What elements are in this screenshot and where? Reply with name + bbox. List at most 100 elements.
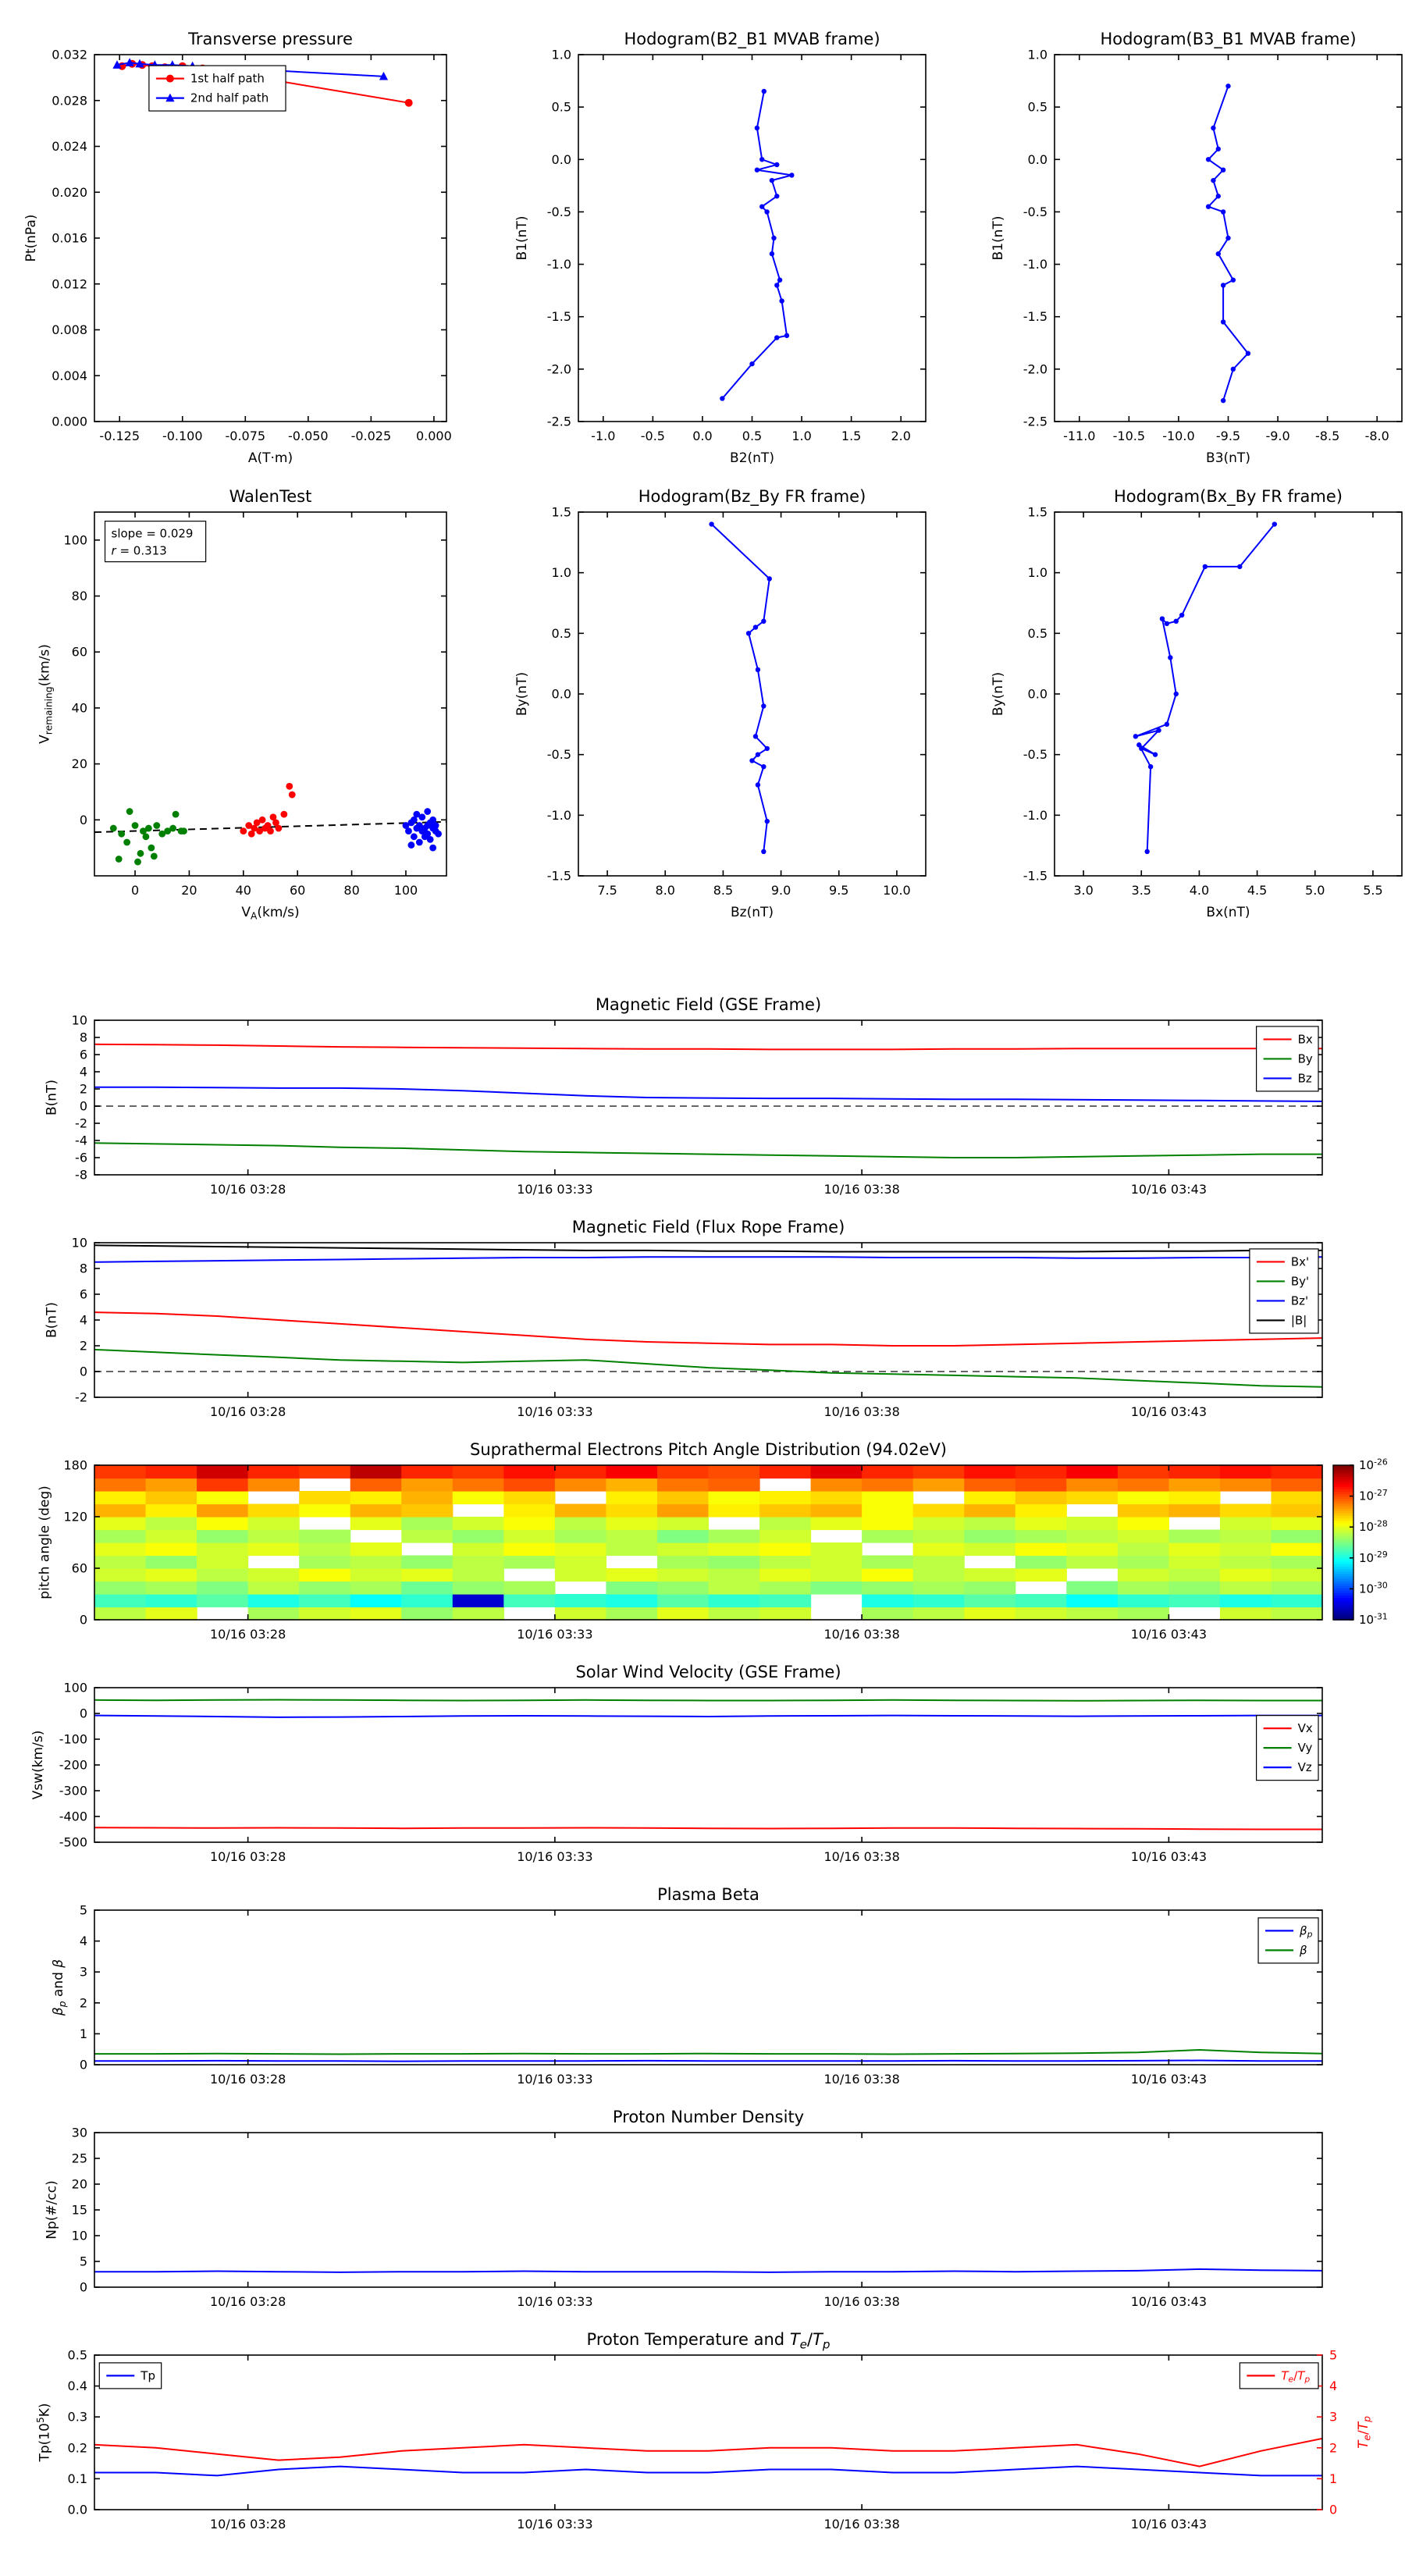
- svg-text:10-31: 10-31: [1359, 1611, 1388, 1627]
- hod_bxby-chart: 3.0 3.5 4.0 4.5 5.0 5.5 -1.5 -1.0 -0.5 0.0 0.5 1.0 1…: [991, 487, 1403, 920]
- svg-text:-10.5: -10.5: [1113, 429, 1145, 443]
- svg-text:6: 6: [80, 1048, 87, 1062]
- svg-text:0.000: 0.000: [416, 429, 452, 443]
- svg-text:10/16 03:43: 10/16 03:43: [1131, 1182, 1207, 1197]
- svg-text:10/16 03:38: 10/16 03:38: [823, 2517, 899, 2532]
- svg-text:10/16 03:28: 10/16 03:28: [210, 2294, 286, 2309]
- svg-text:10/16 03:43: 10/16 03:43: [1131, 1627, 1207, 1642]
- svg-text:Vremaining(km/s): Vremaining(km/s): [37, 644, 55, 744]
- svg-text:7.5: 7.5: [597, 883, 617, 898]
- svg-text:10-28: 10-28: [1359, 1519, 1388, 1535]
- svg-text:Te/Tp: Te/Tp: [1356, 2416, 1373, 2449]
- svg-text:-2.5: -2.5: [1023, 415, 1048, 429]
- svg-text:-1.5: -1.5: [1023, 869, 1048, 884]
- svg-text:0.000: 0.000: [52, 415, 87, 429]
- svg-text:-0.025: -0.025: [351, 429, 392, 443]
- svg-text:-200: -200: [59, 1758, 87, 1773]
- svg-text:15: 15: [72, 2203, 87, 2218]
- mag_gse-chart: 10/16 03:28 10/16 03:33 10/16 03:38 10/16 0…: [44, 995, 1323, 1197]
- svg-text:Hodogram(Bx_By FR frame): Hodogram(Bx_By FR frame): [1114, 487, 1343, 507]
- svg-text:0: 0: [80, 1364, 87, 1379]
- svg-text:0.4: 0.4: [68, 2379, 87, 2393]
- svg-text:0.5: 0.5: [552, 626, 571, 641]
- svg-text:10.0: 10.0: [883, 883, 911, 898]
- svg-text:0: 0: [80, 1099, 87, 1114]
- svg-text:10/16 03:33: 10/16 03:33: [517, 1404, 592, 1419]
- svg-text:-1.0: -1.0: [1023, 257, 1048, 272]
- svg-text:-0.075: -0.075: [225, 429, 265, 443]
- svg-text:|B|: |B|: [1291, 1313, 1307, 1327]
- svg-text:By(nT): By(nT): [514, 672, 530, 716]
- svg-text:1st half path: 1st half path: [190, 72, 265, 86]
- panel-proton-temperature: 10/16 03:28 10/16 03:33 10/16 03:38 10/16 0…: [35, 2330, 1373, 2532]
- svg-text:Suprathermal Electrons Pitch A: Suprathermal Electrons Pitch Angle Distr…: [470, 1440, 947, 1459]
- svg-text:10/16 03:28: 10/16 03:28: [210, 2072, 286, 2087]
- walen-chart: 0 20 40 60 80 100 0 20 40 60 80 100 VA(km/s) Vremaini…: [37, 487, 447, 922]
- svg-text:10/16 03:43: 10/16 03:43: [1131, 1849, 1207, 1864]
- svg-text:Bx: Bx: [1298, 1032, 1313, 1046]
- svg-text:120: 120: [63, 1510, 87, 1525]
- panel-pitch-angle-distribution: 10/16 03:28 10/16 03:33 10/16 03:38 10/16 0…: [37, 1440, 1388, 1642]
- svg-text:Tp(105K): Tp(105K): [35, 2403, 52, 2462]
- svg-text:0.5: 0.5: [1028, 626, 1048, 641]
- svg-text:0.024: 0.024: [52, 139, 87, 154]
- svg-text:A(T·m): A(T·m): [248, 450, 293, 466]
- svg-text:-1.5: -1.5: [547, 309, 571, 324]
- svg-text:-0.125: -0.125: [99, 429, 140, 443]
- svg-text:100: 100: [394, 883, 418, 898]
- svg-text:10/16 03:33: 10/16 03:33: [517, 1182, 592, 1197]
- svg-text:5.5: 5.5: [1363, 883, 1382, 898]
- hod_bzby-chart: 7.5 8.0 8.5 9.0 9.5 10.0 -1.5 -1.0 -0.5 0.0 0.5 1.0…: [514, 487, 927, 920]
- transverse-chart: -0.125 -0.100 -0.075 -0.050 -0.025 0.000 0.000…: [23, 30, 452, 466]
- svg-text:40: 40: [72, 700, 87, 715]
- svg-text:Hodogram(B2_B1 MVAB frame): Hodogram(B2_B1 MVAB frame): [624, 30, 880, 49]
- svg-text:-8: -8: [75, 1168, 87, 1183]
- svg-text:r = 0.313: r = 0.313: [112, 544, 167, 558]
- svg-text:4: 4: [1329, 2379, 1337, 2393]
- svg-text:5: 5: [80, 2254, 87, 2269]
- panel-walen-test: 0 20 40 60 80 100 0 20 40 60 80 100 VA(km/s) Vremaini…: [37, 487, 447, 922]
- svg-text:Proton Number Density: Proton Number Density: [613, 2108, 804, 2126]
- svg-text:0: 0: [80, 2280, 87, 2295]
- np-chart: 10/16 03:28 10/16 03:33 10/16 03:38 10/16 0…: [44, 2108, 1323, 2309]
- svg-text:1.5: 1.5: [841, 429, 861, 443]
- svg-text:4.5: 4.5: [1247, 883, 1267, 898]
- svg-text:-1.0: -1.0: [547, 257, 571, 272]
- panel-hodogram-b2-b1: -1.0 -0.5 0.0 0.5 1.0 1.5 2.0 -2.5 -2.0 -1.5 -1.0 -…: [514, 30, 927, 466]
- svg-text:10: 10: [72, 1013, 87, 1028]
- panel-transverse-pressure: -0.125 -0.100 -0.075 -0.050 -0.025 0.000 0.000…: [23, 30, 452, 466]
- svg-text:pitch angle (deg): pitch angle (deg): [37, 1485, 53, 1599]
- svg-text:B(nT): B(nT): [44, 1080, 59, 1115]
- panel-hodogram-b3-b1: -11.0 -10.5 -10.0 -9.5 -9.0 -8.5 -8.0 -2.5 -2.0 -…: [991, 30, 1403, 466]
- svg-text:2nd half path: 2nd half path: [190, 91, 269, 105]
- svg-text:Magnetic Field (GSE Frame): Magnetic Field (GSE Frame): [596, 995, 821, 1014]
- svg-text:10-26: 10-26: [1359, 1457, 1388, 1472]
- svg-text:0.028: 0.028: [52, 93, 87, 108]
- svg-text:0: 0: [1329, 2503, 1337, 2517]
- svg-text:1: 1: [80, 2026, 87, 2041]
- svg-text:3.0: 3.0: [1073, 883, 1093, 898]
- svg-text:-6: -6: [75, 1151, 87, 1165]
- svg-text:1.0: 1.0: [1028, 565, 1048, 580]
- svg-text:By': By': [1291, 1274, 1309, 1288]
- svg-text:180: 180: [63, 1458, 87, 1473]
- svg-text:0.0: 0.0: [1028, 687, 1048, 702]
- vsw-chart: 10/16 03:28 10/16 03:33 10/16 03:38 10/16 0…: [30, 1663, 1323, 1864]
- svg-text:1.0: 1.0: [1028, 48, 1048, 62]
- svg-text:-0.5: -0.5: [641, 429, 665, 443]
- svg-text:1: 1: [1329, 2471, 1337, 2486]
- svg-text:60: 60: [290, 883, 305, 898]
- svg-text:-0.5: -0.5: [1023, 747, 1048, 762]
- svg-text:20: 20: [181, 883, 197, 898]
- svg-text:1.0: 1.0: [791, 429, 811, 443]
- svg-text:-11.0: -11.0: [1063, 429, 1095, 443]
- svg-text:-0.5: -0.5: [547, 205, 571, 219]
- svg-text:-2.0: -2.0: [547, 361, 571, 376]
- svg-text:10/16 03:38: 10/16 03:38: [823, 1627, 899, 1642]
- svg-text:3: 3: [80, 1965, 87, 1980]
- svg-text:B1(nT): B1(nT): [991, 216, 1006, 261]
- svg-text:Hodogram(B3_B1 MVAB frame): Hodogram(B3_B1 MVAB frame): [1100, 30, 1356, 49]
- svg-text:Bx(nT): Bx(nT): [1206, 905, 1250, 920]
- svg-text:Solar Wind Velocity (GSE Frame: Solar Wind Velocity (GSE Frame): [575, 1663, 841, 1681]
